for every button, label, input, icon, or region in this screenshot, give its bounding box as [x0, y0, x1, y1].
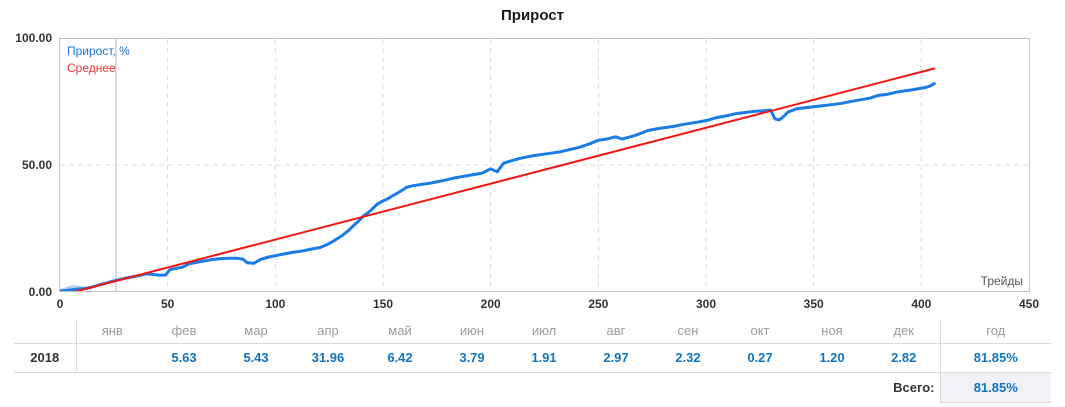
month-column-header: июл [508, 319, 580, 344]
month-value-cell: 31.96 [292, 343, 364, 373]
y-tick-label: 100.00 [15, 31, 52, 45]
legend-growth-series: Прирост, % [67, 44, 130, 58]
year-total-cell: 81.85% [939, 343, 1051, 373]
total-value-cell: 81.85% [939, 372, 1051, 403]
month-column-header: окт [724, 319, 796, 344]
empty-cell [364, 372, 436, 402]
month-column-header: май [364, 319, 436, 344]
growth-line [60, 82, 936, 291]
month-column-header: авг [580, 319, 652, 344]
legend-average-series: Среднее [67, 61, 116, 75]
x-tick-label: 250 [588, 297, 609, 311]
empty-cell [508, 372, 580, 402]
month-column-header: янв [76, 319, 148, 344]
month-value-cell: 2.82 [868, 343, 940, 373]
table-header-row: янв фев мар апр май июн июл авг сен окт ноя дек год [14, 319, 1051, 344]
month-value-cell: 2.32 [652, 343, 724, 373]
monthly-growth-table: янв фев мар апр май июн июл авг сен окт ноя дек год 2… [14, 319, 1051, 403]
month-column-header: ноя [796, 319, 868, 344]
year-cell: 2018 [14, 343, 77, 373]
empty-cell [724, 372, 796, 402]
month-column-header: фев [148, 319, 220, 344]
month-value-cell [76, 343, 148, 373]
x-tick-label: 50 [160, 297, 175, 311]
month-column-header: июн [436, 319, 508, 344]
empty-cell [14, 372, 76, 402]
month-value-cell: 3.79 [436, 343, 508, 373]
growth-chart-canvas [60, 39, 1029, 291]
x-tick-label: 0 [56, 297, 64, 311]
growth-chart-plot: Прирост, % Среднее Трейды [59, 38, 1030, 292]
year-column-header [14, 319, 77, 344]
month-value-cell: 0.27 [724, 343, 796, 373]
table-year-row: 2018 5.63 5.43 31.96 6.42 3.79 1.91 2.97 2.32 0.2… [14, 343, 1051, 373]
y-tick-label: 0.00 [28, 285, 52, 299]
year-total-column-header: год [939, 319, 1051, 344]
month-value-cell: 5.43 [220, 343, 292, 373]
month-value-cell: 2.97 [580, 343, 652, 373]
x-tick-label: 100 [265, 297, 286, 311]
empty-cell [796, 372, 868, 402]
table-footer-row: Всего: 81.85% [14, 372, 1051, 403]
month-column-header: сен [652, 319, 724, 344]
month-value-cell: 1.20 [796, 343, 868, 373]
x-tick-label: 450 [1018, 297, 1040, 311]
x-axis-unit-label: Трейды [980, 274, 1023, 288]
empty-cell [292, 372, 364, 402]
x-tick-label: 300 [695, 297, 717, 311]
y-tick-label: 50.00 [21, 158, 52, 172]
empty-cell [580, 372, 652, 402]
x-tick-label: 350 [803, 297, 824, 311]
month-value-cell: 5.63 [148, 343, 220, 373]
chart-title: Прирост [501, 7, 564, 24]
empty-cell [148, 372, 220, 402]
empty-cell [652, 372, 724, 402]
x-tick-label: 400 [911, 297, 932, 311]
month-value-cell: 1.91 [508, 343, 580, 373]
empty-cell [220, 372, 292, 402]
average-line [76, 67, 936, 291]
total-label-cell: Всего: [893, 379, 935, 395]
month-column-header: дек [868, 319, 940, 344]
x-tick-label: 200 [480, 297, 501, 311]
chart-legend: Прирост, % Среднее [67, 43, 130, 77]
empty-cell [76, 372, 148, 402]
x-tick-label: 150 [372, 297, 394, 311]
empty-cell [436, 372, 508, 402]
month-column-header: мар [220, 319, 292, 344]
month-column-header: апр [292, 319, 364, 344]
month-value-cell: 6.42 [364, 343, 436, 373]
